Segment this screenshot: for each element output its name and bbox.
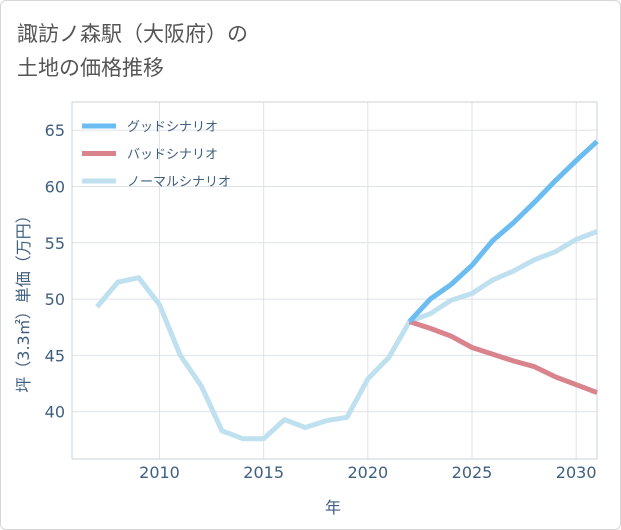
tick-labels: 2010 2015 2020 2025 2030 40 45 50 55 60 65: [45, 121, 597, 482]
series-line-3: [95, 229, 598, 442]
y-tick-label: 40: [45, 403, 65, 422]
legend-label-2: バッドシナリオ: [127, 148, 218, 163]
y-tick-label: 45: [45, 346, 65, 365]
chart-title-line-2: 土地の価格推移: [17, 56, 164, 80]
chart-title: 諏訪ノ森駅（大阪府）の 土地の価格推移: [17, 17, 248, 85]
plot-area: [71, 101, 598, 460]
y-tick-label: 55: [45, 234, 65, 253]
chart-title-line-1: 諏訪ノ森駅（大阪府）の: [17, 22, 248, 46]
x-tick-label: 2020: [347, 463, 388, 482]
y-tick-label: 50: [45, 290, 65, 309]
x-tick-label: 2025: [452, 463, 493, 482]
grid-lines: [72, 102, 597, 459]
x-tick-label: 2030: [556, 463, 597, 482]
legend-label-1: グッドシナリオ: [127, 120, 218, 135]
y-tick-label: 65: [45, 121, 65, 140]
y-tick-label: 60: [45, 177, 65, 196]
legend-label-3: ノーマルシナリオ: [127, 175, 231, 190]
x-axis-label: 年: [325, 498, 341, 517]
series-lines: [95, 139, 599, 442]
series-line-1: [407, 139, 599, 324]
plot-frame: [71, 101, 598, 460]
x-tick-label: 2015: [243, 463, 284, 482]
y-axis-label: 坪（3.3㎡）単価（万円）: [14, 207, 33, 392]
x-tick-label: 2010: [139, 463, 180, 482]
series-line-2: [408, 319, 598, 395]
